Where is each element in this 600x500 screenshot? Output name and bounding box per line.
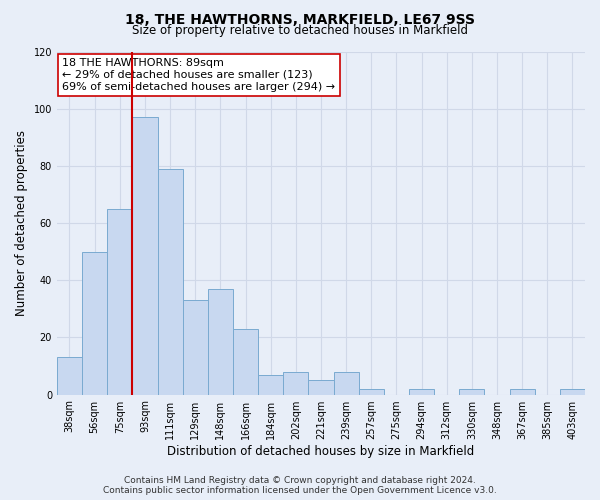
- Bar: [334, 372, 359, 394]
- Bar: [233, 329, 258, 394]
- Bar: [459, 389, 484, 394]
- Bar: [258, 374, 283, 394]
- Bar: [283, 372, 308, 394]
- Bar: [208, 289, 233, 395]
- Text: 18 THE HAWTHORNS: 89sqm
← 29% of detached houses are smaller (123)
69% of semi-d: 18 THE HAWTHORNS: 89sqm ← 29% of detache…: [62, 58, 335, 92]
- Y-axis label: Number of detached properties: Number of detached properties: [15, 130, 28, 316]
- Text: 18, THE HAWTHORNS, MARKFIELD, LE67 9SS: 18, THE HAWTHORNS, MARKFIELD, LE67 9SS: [125, 12, 475, 26]
- Bar: [359, 389, 384, 394]
- Bar: [133, 118, 158, 394]
- Text: Contains HM Land Registry data © Crown copyright and database right 2024.
Contai: Contains HM Land Registry data © Crown c…: [103, 476, 497, 495]
- Bar: [182, 300, 208, 394]
- Bar: [82, 252, 107, 394]
- Bar: [158, 168, 182, 394]
- Bar: [409, 389, 434, 394]
- Bar: [308, 380, 334, 394]
- Bar: [560, 389, 585, 394]
- Bar: [509, 389, 535, 394]
- X-axis label: Distribution of detached houses by size in Markfield: Distribution of detached houses by size …: [167, 444, 475, 458]
- Bar: [57, 358, 82, 395]
- Bar: [107, 208, 133, 394]
- Text: Size of property relative to detached houses in Markfield: Size of property relative to detached ho…: [132, 24, 468, 37]
